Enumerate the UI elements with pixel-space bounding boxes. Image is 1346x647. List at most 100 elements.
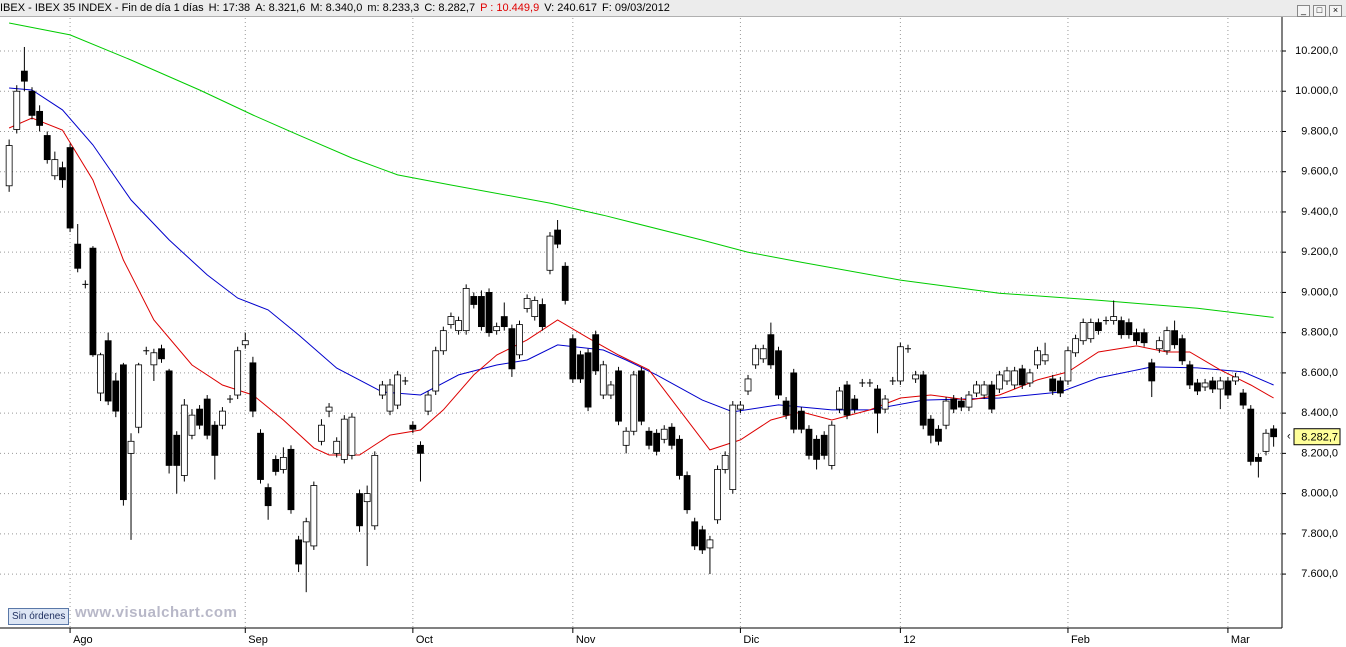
candle-body (995, 374, 1003, 390)
moving-average (9, 22, 1274, 318)
close-button[interactable]: × (1329, 5, 1342, 17)
minimize-button[interactable]: _ (1297, 5, 1310, 17)
candle-body (828, 424, 836, 466)
candle-body (881, 398, 889, 410)
y-tick-label: 9.000,0 (1301, 286, 1338, 298)
header-item: P : 10.449,9 (480, 2, 540, 14)
candle-body (836, 390, 843, 410)
candle-body (1194, 382, 1201, 392)
candle-body (1003, 370, 1011, 382)
y-tick-label: 8.000,0 (1301, 488, 1338, 500)
candle-body (1163, 330, 1171, 352)
candle-body (843, 384, 851, 416)
candle-body (1209, 380, 1217, 390)
candle-body (615, 370, 622, 422)
header-item: V: 240.617 (544, 2, 598, 14)
candle-body (874, 388, 881, 414)
candle-body (813, 438, 820, 460)
candle-body (120, 364, 127, 501)
header-items: IBEX - IBEX 35 INDEX - Fin de día 1 días… (0, 2, 675, 14)
candle-body (919, 374, 927, 426)
candle-body (409, 424, 417, 430)
candle-body (97, 354, 104, 394)
candle-body (637, 370, 645, 422)
x-tick-label: Nov (576, 634, 596, 646)
candle-body (820, 434, 828, 456)
candle-body (630, 374, 638, 432)
candle-body (295, 539, 303, 565)
header-item: IBEX - IBEX 35 INDEX - Fin de día 1 días (0, 2, 204, 14)
candle-body (1125, 322, 1133, 336)
candle-body (1224, 380, 1232, 396)
candle-body (5, 145, 13, 187)
candle-body (462, 287, 470, 332)
candle-body (676, 438, 683, 476)
candle-body (546, 235, 554, 271)
candle-body (211, 424, 219, 456)
candle-body (127, 440, 135, 454)
candle-body (356, 493, 363, 527)
y-tick-label: 10.200,0 (1295, 45, 1338, 57)
candle-body (1171, 330, 1178, 346)
candle-body (196, 408, 203, 426)
y-tick-label: 9.400,0 (1301, 206, 1338, 218)
candle-body (478, 296, 485, 328)
candle-body (1110, 316, 1118, 321)
candle-body (59, 167, 66, 181)
header-item: A: 8.321,6 (255, 2, 306, 14)
candle-body (363, 493, 371, 503)
candle-body (1270, 428, 1278, 438)
candle-body (135, 364, 143, 428)
header-item: M: 8.340,0 (310, 2, 363, 14)
candle-body (1026, 372, 1034, 384)
candle-body (219, 410, 226, 426)
candle-body (386, 384, 394, 412)
candle-body (424, 394, 432, 412)
candle-body (1254, 456, 1262, 462)
candle-body (394, 374, 402, 406)
x-tick-label: Sep (248, 634, 268, 646)
candle-body (493, 326, 501, 332)
candle-body (500, 316, 508, 328)
candle-body (173, 434, 181, 466)
candle-body (1011, 370, 1019, 386)
y-tick-label: 9.800,0 (1301, 125, 1338, 137)
y-tick-label: 9.600,0 (1301, 166, 1338, 178)
y-tick-label: 8.600,0 (1301, 367, 1338, 379)
last-price-label: 8.282,7 (1301, 432, 1338, 444)
watermark: www.visualchart.com (75, 604, 238, 621)
candle-body (561, 265, 569, 301)
candle-body (1049, 378, 1057, 392)
candle-body (1133, 332, 1140, 342)
candle-body (1034, 350, 1041, 366)
candle-body (706, 539, 714, 549)
candle-body (74, 243, 82, 269)
candle-body (729, 404, 737, 490)
maximize-button[interactable]: □ (1313, 5, 1326, 17)
candle-body (43, 135, 51, 161)
candle-body (455, 320, 462, 332)
candle-body (1140, 332, 1148, 344)
y-tick-label: 8.400,0 (1301, 407, 1338, 419)
x-tick-label: Dic (743, 634, 759, 646)
candle-body (668, 426, 676, 446)
candle-body (302, 521, 310, 543)
x-tick-label: Mar (1231, 634, 1250, 646)
candle-body (417, 444, 424, 454)
candle-body (592, 334, 600, 372)
candle-body (1095, 322, 1102, 332)
candle-body (485, 292, 493, 334)
candle-body (851, 398, 859, 410)
header-item: F: 09/03/2012 (602, 2, 670, 14)
candle-body (150, 352, 158, 366)
candle-body (1056, 380, 1064, 394)
candle-body (554, 229, 561, 245)
candle-body (645, 430, 653, 446)
candle-body (1117, 320, 1125, 336)
candle-body (957, 400, 965, 408)
header-item: H: 17:38 (208, 2, 251, 14)
orders-button[interactable]: Sin órdenes (8, 608, 70, 625)
candle-body (188, 414, 196, 436)
candle-body (508, 328, 516, 370)
